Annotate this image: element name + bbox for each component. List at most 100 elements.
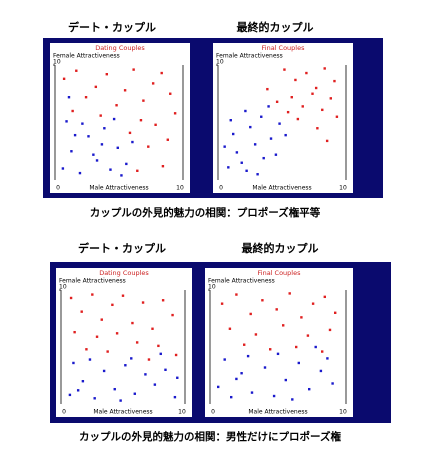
panel-header: デート・カップル: [78, 241, 166, 255]
scatter-point: [334, 311, 337, 314]
panel-header: 最終的カップル: [242, 241, 319, 255]
x-axis-label: Male Attractiveness: [248, 409, 307, 416]
scatter-point: [69, 296, 73, 300]
scatter-point: [263, 366, 267, 369]
scatter-point: [230, 395, 233, 399]
scatter-point: [85, 348, 88, 351]
scatter-point: [115, 104, 118, 107]
scatter-point: [262, 156, 265, 160]
scatter-point: [147, 358, 151, 361]
scatter-point: [131, 321, 134, 325]
scatter-point: [169, 92, 172, 95]
scatter-point: [164, 368, 167, 371]
scatter-point: [173, 112, 177, 115]
scatter-point: [235, 293, 238, 296]
scatter-point: [153, 383, 157, 386]
scatter-point: [78, 171, 82, 175]
scatter-point: [67, 96, 71, 99]
scatter-point: [132, 68, 135, 71]
scatter-point: [276, 352, 280, 356]
x-axis-label: Male Attractiveness: [93, 409, 152, 416]
scatter-point: [269, 137, 273, 140]
scatter-point: [308, 387, 311, 391]
scatter-point: [335, 115, 339, 118]
scatter-point: [142, 99, 145, 102]
scatter-point: [333, 79, 336, 83]
scatter-point: [176, 376, 179, 379]
plot-panel: [205, 268, 353, 417]
scatter-point: [272, 394, 276, 398]
scatter-point: [306, 334, 310, 337]
scatter-point: [246, 354, 250, 358]
x-tick-label: 0: [56, 185, 60, 192]
scatter-point: [249, 125, 252, 129]
scatter-point: [100, 318, 103, 321]
plot-panel: [56, 268, 192, 417]
scatter-point: [62, 77, 66, 80]
x-axis-label: Male Attractiveness: [252, 185, 311, 192]
scatter-point: [240, 161, 243, 164]
x-tick-label: 10: [339, 185, 347, 192]
scatter-point: [288, 292, 291, 295]
scatter-point: [157, 344, 160, 348]
scatter-point: [105, 73, 108, 76]
scatter-point: [300, 316, 303, 319]
scatter-point: [326, 357, 329, 360]
scatter-point: [260, 115, 263, 118]
scatter-point: [92, 153, 95, 156]
scatter-point: [136, 169, 139, 172]
scatter-point: [235, 151, 239, 154]
scatter-point: [135, 341, 139, 344]
scatter-point: [174, 353, 178, 357]
scatter-point: [261, 299, 264, 302]
figure-caption: カップルの外見的魅力の相関：プロポーズ権平等: [90, 206, 321, 219]
scatter-point: [266, 87, 269, 91]
x-tick-label: 0: [219, 185, 223, 192]
scatter-point: [325, 139, 329, 143]
scatter-point: [295, 345, 298, 349]
scatter-point: [133, 392, 136, 395]
scatter-point: [256, 173, 259, 176]
scatter-point: [95, 159, 99, 162]
scatter-point: [61, 167, 65, 170]
scatter-point: [139, 119, 143, 122]
scatter-point: [323, 295, 326, 299]
scatter-point: [88, 358, 92, 361]
scatter-point: [166, 138, 169, 141]
scatter-point: [123, 89, 127, 92]
scatter-point: [81, 122, 84, 125]
scatter-point: [141, 301, 145, 304]
scatter-point: [284, 378, 287, 382]
scatter-point: [314, 86, 318, 90]
scatter-point: [115, 332, 119, 335]
scatter-point: [311, 302, 315, 305]
y-tick-label: 10: [53, 59, 61, 66]
scatter-point: [294, 78, 297, 82]
scatter-point: [249, 312, 252, 316]
scatter-point: [151, 82, 155, 85]
scatter-point: [95, 335, 99, 338]
y-axis-label: Female Attractiveness: [59, 278, 126, 285]
scatter-point: [112, 117, 116, 121]
scatter-point: [124, 364, 127, 367]
scatter-point: [316, 127, 319, 130]
scatter-point: [232, 132, 235, 136]
scatter-point: [130, 357, 133, 360]
scatter-point: [321, 108, 324, 112]
plot-title: Final Couples: [262, 44, 306, 52]
scatter-point: [319, 369, 323, 373]
x-tick-label: 10: [339, 409, 347, 416]
scatter-point: [106, 350, 109, 353]
scatter-point: [116, 146, 119, 149]
scatter-point: [73, 330, 76, 334]
scatter-point: [290, 96, 293, 99]
x-tick-label: 0: [211, 409, 215, 416]
scatter-point: [128, 131, 132, 135]
scatter-point: [275, 308, 278, 311]
scatter-point: [80, 310, 83, 313]
panel-header: デート・カップル: [68, 20, 156, 34]
y-tick-label: 10: [208, 284, 216, 291]
scatter-point: [68, 393, 72, 397]
scatter-point: [269, 348, 272, 351]
scatter-point: [91, 293, 94, 296]
